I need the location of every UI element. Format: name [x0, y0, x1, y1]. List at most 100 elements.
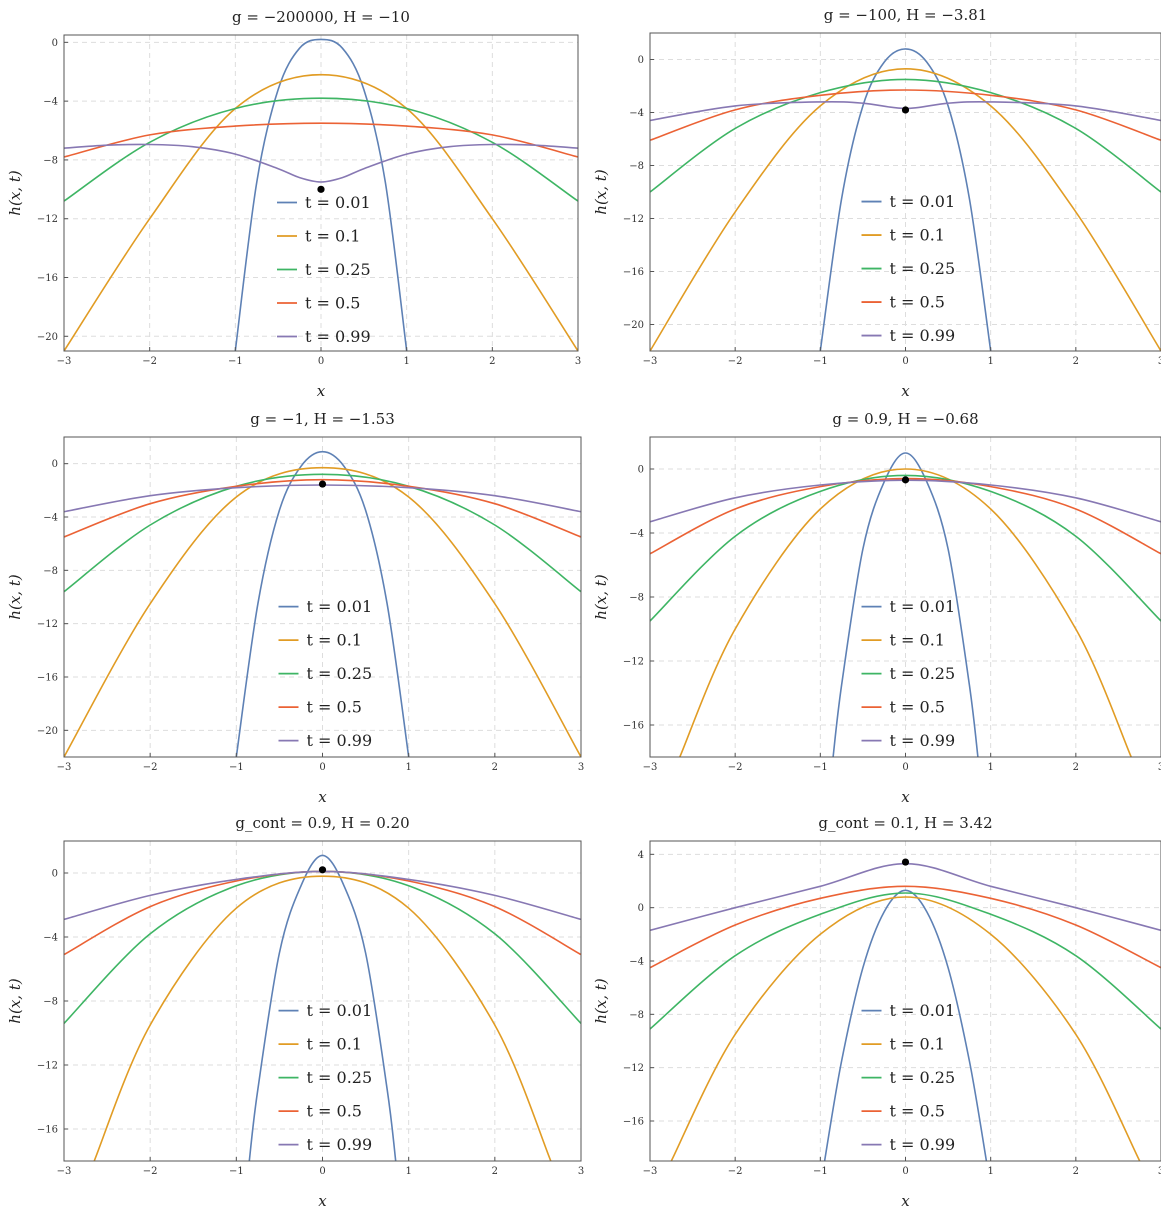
x-tick-label: 2	[1073, 356, 1079, 367]
series-line-2	[670, 896, 1141, 1161]
legend: t = 0.01 t = 0.1 t = 0.25 t = 0.5 t = 0.99	[861, 597, 956, 750]
legend-label-1: t = 0.01	[307, 1001, 373, 1020]
x-tick-label: 1	[987, 762, 993, 773]
x-tick-label: 1	[987, 1166, 993, 1177]
series-line-4	[650, 89, 1161, 142]
y-tick-label: −12	[623, 214, 644, 225]
x-axis-label: x	[901, 788, 910, 806]
chart-panel-3: −3 −2 −1 0 1 2 3 0 −4 −8 −12 −16 −20 g = −1, H = −1.5…	[6, 410, 584, 806]
chart-panel-5: −3 −2 −1 0 1 2 3 0 −4 −8 −12 −16 g_cont = 0.9, H = 0…	[6, 814, 584, 1207]
y-tick-label: −16	[37, 273, 58, 284]
x-tick-label: 0	[902, 762, 908, 773]
legend-label-3: t = 0.25	[890, 1068, 956, 1087]
series-line-1	[248, 854, 397, 1161]
legend-label-4: t = 0.5	[890, 293, 945, 312]
legend-label-4: t = 0.5	[307, 698, 362, 717]
x-tick-label: −3	[57, 356, 72, 367]
chart-title: g = −200000, H = −10	[232, 8, 410, 26]
y-tick-label: −12	[37, 619, 58, 630]
y-axis-label: h(x, t)	[592, 169, 610, 215]
x-tick-label: −2	[728, 1166, 743, 1177]
legend: t = 0.01 t = 0.1 t = 0.25 t = 0.5 t = 0.99	[861, 192, 956, 345]
y-tick-label: −20	[37, 726, 58, 737]
legend-label-5: t = 0.99	[890, 1135, 956, 1154]
y-tick-label: −12	[37, 1061, 58, 1072]
legend-label-5: t = 0.99	[305, 327, 371, 346]
y-axis-label: h(x, t)	[6, 978, 24, 1024]
y-tick-label: −16	[623, 267, 644, 278]
y-tick-label: −16	[623, 721, 644, 732]
chart-title: g = 0.9, H = −0.68	[832, 410, 978, 428]
x-axis-label: x	[901, 382, 910, 400]
x-tick-label: 3	[578, 762, 584, 773]
h-marker-point	[901, 476, 910, 484]
series-line-4	[64, 122, 578, 158]
y-tick-label: −4	[629, 957, 644, 968]
legend-label-3: t = 0.25	[890, 664, 956, 683]
x-tick-label: −1	[229, 1166, 244, 1177]
series-line-1	[832, 452, 979, 757]
series-line-2	[679, 468, 1132, 757]
y-tick-label: 0	[638, 903, 644, 914]
series-line-5	[64, 484, 581, 513]
chart-title: g_cont = 0.1, H = 3.42	[818, 814, 992, 832]
series-line-3	[650, 78, 1161, 193]
legend-label-4: t = 0.5	[307, 1102, 362, 1121]
y-axis-label: h(x, t)	[6, 170, 24, 216]
y-tick-label: −8	[43, 997, 58, 1008]
chart-panel-2: −3 −2 −1 0 1 2 3 0 −4 −8 −12 −16 −20 g = −100, H = −3…	[592, 6, 1161, 400]
legend-label-5: t = 0.99	[890, 326, 956, 345]
legend-label-3: t = 0.25	[307, 664, 373, 683]
y-tick-label: −8	[629, 593, 644, 604]
gridlines	[649, 437, 1161, 757]
y-tick-label: −20	[623, 320, 644, 331]
x-tick-label: 2	[492, 1166, 498, 1177]
x-tick-label: 0	[902, 356, 908, 367]
x-tick-label: 2	[492, 762, 498, 773]
x-tick-label: −3	[57, 1166, 72, 1177]
y-tick-label: 4	[638, 850, 644, 861]
x-tick-label: 1	[405, 762, 411, 773]
legend-label-3: t = 0.25	[307, 1068, 373, 1087]
legend-label-2: t = 0.1	[305, 226, 360, 245]
h-marker-point	[317, 185, 325, 193]
y-tick-label: −8	[43, 155, 58, 166]
x-tick-label: 3	[575, 356, 581, 367]
legend: t = 0.01 t = 0.1 t = 0.25 t = 0.5 t = 0.99	[277, 193, 371, 346]
y-tick-label: −8	[629, 161, 644, 172]
x-axis-label: x	[901, 1192, 910, 1207]
legend-label-3: t = 0.25	[890, 259, 956, 278]
x-tick-label: −3	[643, 356, 658, 367]
x-tick-label: −2	[143, 762, 158, 773]
legend-label-1: t = 0.01	[307, 597, 373, 616]
series-line-1	[823, 889, 988, 1161]
chart-panel-4: −3 −2 −1 0 1 2 3 0 −4 −8 −12 −16 g = 0.9, H = −0.68 x…	[592, 410, 1161, 806]
y-axis-label: h(x, t)	[592, 574, 610, 620]
y-axis-label: h(x, t)	[6, 574, 24, 620]
x-tick-label: −3	[57, 762, 72, 773]
series-line-3	[64, 473, 581, 593]
x-tick-label: −1	[813, 762, 828, 773]
x-axis-label: x	[318, 1192, 327, 1207]
series-line-2	[64, 73, 578, 351]
legend-label-2: t = 0.1	[307, 1035, 362, 1054]
x-tick-label: 2	[1073, 762, 1079, 773]
y-tick-label: −12	[623, 1063, 644, 1074]
y-tick-label: −8	[629, 1010, 644, 1021]
series-line-5	[64, 143, 578, 183]
legend-label-2: t = 0.1	[307, 631, 362, 650]
x-tick-label: 0	[318, 356, 324, 367]
legend-label-1: t = 0.01	[890, 192, 956, 211]
x-tick-label: −1	[813, 1166, 828, 1177]
y-axis-label: h(x, t)	[592, 978, 610, 1024]
legend-label-1: t = 0.01	[890, 1001, 956, 1020]
legend: t = 0.01 t = 0.1 t = 0.25 t = 0.5 t = 0.99	[278, 1001, 373, 1154]
x-tick-label: 2	[1073, 1166, 1079, 1177]
y-tick-label: −12	[623, 657, 644, 668]
x-tick-label: 0	[902, 1166, 908, 1177]
y-tick-label: 0	[52, 869, 58, 880]
y-tick-label: −16	[37, 673, 58, 684]
series-line-2	[93, 875, 552, 1161]
chart-panel-6: −3 −2 −1 0 1 2 3 4 0 −4 −8 −12 −16 g_cont = 0.1, H = …	[592, 814, 1161, 1207]
